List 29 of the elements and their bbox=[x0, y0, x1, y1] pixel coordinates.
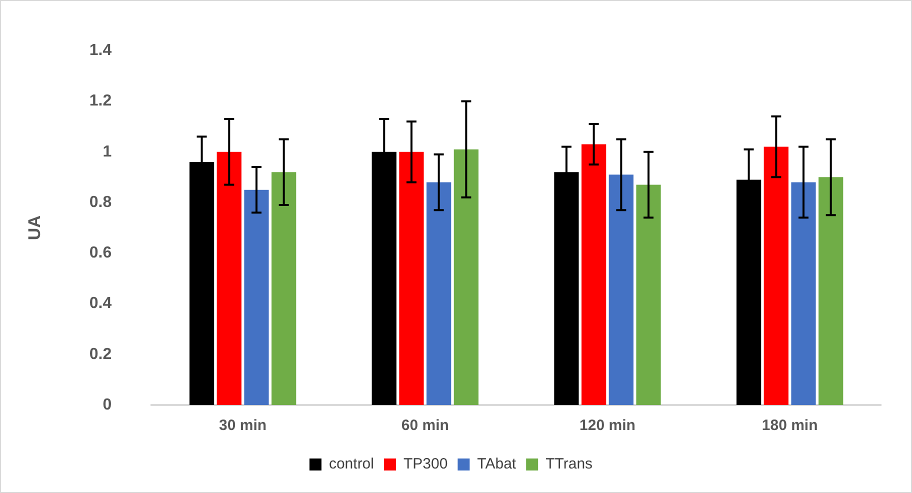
bar bbox=[426, 182, 452, 405]
x-tick-label: 60 min bbox=[401, 417, 449, 434]
legend-label: TTrans bbox=[546, 456, 593, 473]
y-tick-label: 0 bbox=[102, 396, 112, 414]
y-tick-label: 0.8 bbox=[89, 194, 112, 211]
bar bbox=[272, 172, 296, 405]
bar bbox=[764, 146, 788, 405]
bar bbox=[791, 182, 816, 405]
x-tick-label: 120 min bbox=[580, 417, 636, 434]
bar bbox=[818, 177, 844, 405]
y-tick-label: 0.4 bbox=[89, 295, 112, 312]
y-tick-label: 1 bbox=[102, 143, 112, 160]
bar bbox=[608, 174, 634, 405]
bar bbox=[216, 152, 242, 405]
y-axis-title: UA bbox=[24, 216, 44, 240]
bar bbox=[399, 152, 424, 405]
legend-label: TP300 bbox=[403, 456, 448, 473]
legend-label: control bbox=[328, 456, 374, 473]
bar bbox=[454, 149, 478, 405]
y-tick-label: 0.2 bbox=[89, 346, 112, 363]
bar bbox=[582, 144, 606, 405]
x-tick-label: 30 min bbox=[219, 417, 267, 434]
x-tick-label: 180 min bbox=[762, 417, 818, 434]
y-tick-label: 0.6 bbox=[89, 244, 112, 262]
y-tick-label: 1.4 bbox=[89, 42, 112, 60]
bar bbox=[636, 184, 661, 405]
bar bbox=[244, 190, 269, 405]
y-tick-label: 1.2 bbox=[89, 92, 112, 110]
legend-label: TAbat bbox=[477, 456, 517, 473]
